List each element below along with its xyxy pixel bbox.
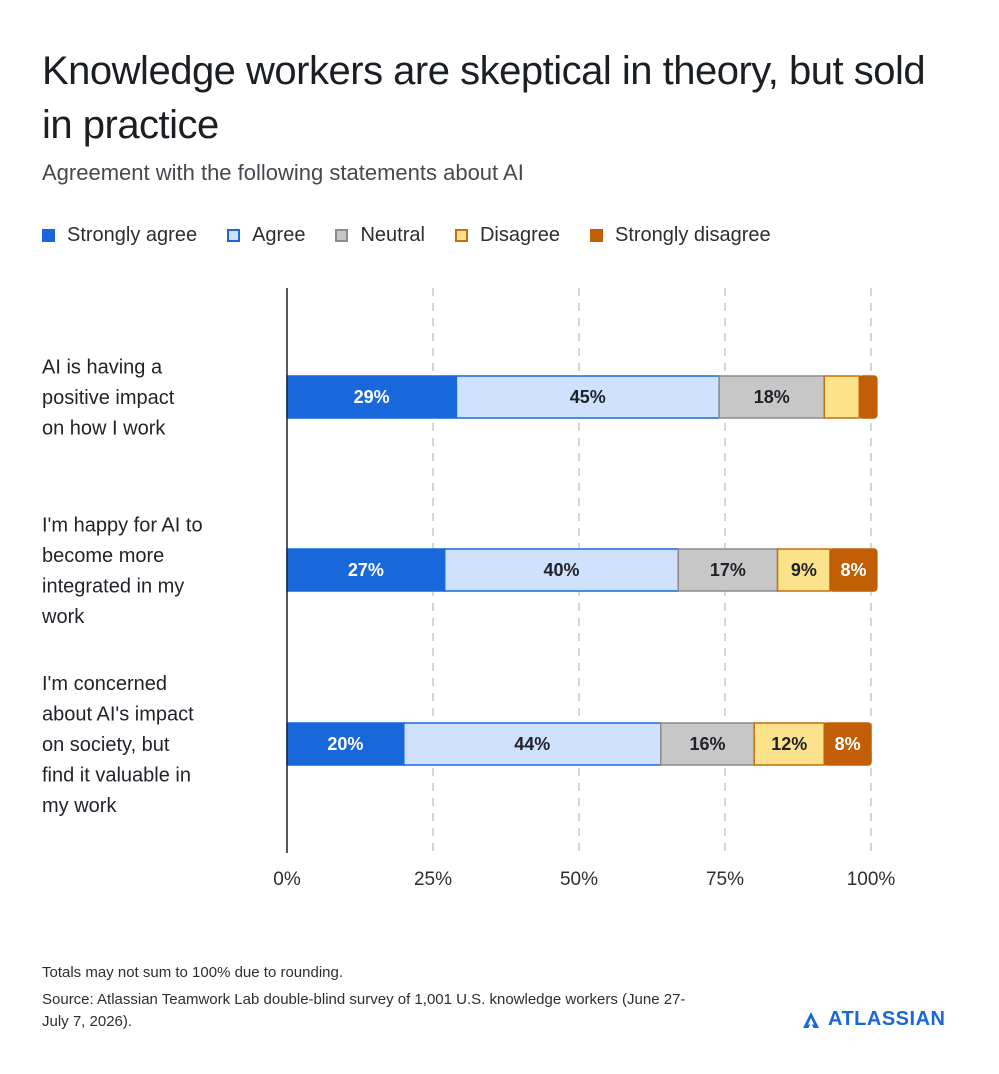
legend-item-agree: Agree: [227, 224, 305, 247]
bar-disagree-2: [776, 548, 831, 592]
legend-label-strongly-disagree: Strongly disagree: [614, 224, 771, 246]
bar-disagree-1: [823, 375, 861, 419]
bar-strongly-agree-2: [286, 548, 446, 592]
bar-agree-2: [443, 548, 680, 592]
brand-logo: ATLASSIAN: [802, 1008, 945, 1031]
legend-swatch-strongly-disagree: [589, 229, 603, 242]
legend-label-disagree: Disagree: [479, 224, 560, 246]
bar-strongly-disagree-1: [858, 375, 878, 419]
category-label-2-line-2: become more: [42, 545, 164, 567]
data-label-neutral-3: 16%: [689, 734, 725, 754]
legend-label-neutral: Neutral: [360, 224, 425, 246]
data-label-strongly-agree-3: 20%: [327, 734, 363, 754]
legend-swatch-disagree: [454, 229, 468, 242]
x-tick-label-0: 0%: [273, 869, 301, 890]
legend-item-strongly-agree: Strongly agree: [42, 224, 197, 247]
data-label-neutral-1: 18%: [754, 387, 790, 407]
bar-neutral-2: [677, 548, 779, 592]
atlassian-logo-icon: [803, 1011, 819, 1028]
stacked-bar-chart: 29% 45% 18% 27% 40% 17% 9% 8% 20% 44% 16% 12% 8% AI i…: [41, 288, 896, 890]
chart-subtitle: Agreement with the following statements …: [42, 160, 524, 185]
data-label-disagree-2: 9%: [791, 560, 817, 580]
data-label-agree-1: 45%: [570, 387, 606, 407]
x-tick-label-50: 50%: [560, 869, 598, 890]
legend-item-disagree: Disagree: [454, 224, 560, 247]
bar-strongly-disagree-2: [829, 548, 878, 592]
data-label-strongly-agree-2: 27%: [348, 560, 384, 580]
category-label-3-line-2: about AI's impact: [42, 704, 194, 726]
data-label-neutral-2: 17%: [710, 560, 746, 580]
bar-disagree-3: [753, 722, 826, 766]
category-label-1-line-3: on how I work: [42, 418, 166, 440]
category-label-3-line-3: on society, but: [42, 734, 170, 756]
x-tick-label-100: 100%: [847, 869, 896, 890]
chart-title: Knowledge workers are skeptical in theor…: [42, 49, 926, 147]
bar-strongly-disagree-3: [823, 722, 872, 766]
data-label-agree-2: 40%: [543, 560, 579, 580]
rounding-note: Totals may not sum to 100% due to roundi…: [42, 964, 344, 981]
legend-swatch-agree: [227, 229, 241, 242]
data-label-strongly-disagree-2: 8%: [840, 560, 866, 580]
category-label-3-line-5: my work: [42, 795, 117, 817]
bar-agree-3: [403, 722, 662, 766]
data-label-agree-3: 44%: [514, 734, 550, 754]
category-label-3-line-4: find it valuable in: [42, 765, 191, 787]
legend-item-strongly-disagree: Strongly disagree: [589, 224, 771, 247]
footnotes: Totals may not sum to 100% due to roundi…: [42, 962, 702, 1038]
legend-label-strongly-agree: Strongly agree: [67, 224, 198, 246]
legend-item-neutral: Neutral: [335, 224, 425, 247]
category-label-1-line-2: positive impact: [42, 387, 175, 409]
legend-swatch-strongly-agree: [42, 229, 55, 242]
legend-swatch-neutral: [335, 229, 349, 242]
legend: Strongly agree Agree Neutral Disagree St…: [42, 224, 801, 247]
x-tick-label-75: 75%: [706, 869, 744, 890]
brand-name: ATLASSIAN: [828, 1008, 946, 1030]
data-label-strongly-agree-1: 29%: [354, 387, 390, 407]
category-label-1-line-1: AI is having a: [42, 357, 163, 379]
category-label-3-line-1: I'm concerned: [42, 673, 167, 695]
data-label-strongly-disagree-3: 8%: [835, 734, 861, 754]
x-tick-label-25: 25%: [414, 869, 452, 890]
data-label-disagree-3: 12%: [771, 734, 807, 754]
source-note: Source: Atlassian Teamwork Lab double-bl…: [42, 991, 686, 1030]
bar-agree-1: [455, 375, 720, 419]
bar-neutral-3: [660, 722, 755, 766]
category-label-2-line-1: I'm happy for AI to: [42, 514, 203, 536]
category-label-2-line-3: integrated in my: [42, 575, 184, 597]
bar-strongly-agree-3: [286, 722, 405, 766]
category-label-2-line-4: work: [41, 606, 85, 628]
bar-neutral-1: [718, 375, 826, 419]
legend-label-agree: Agree: [252, 224, 306, 246]
